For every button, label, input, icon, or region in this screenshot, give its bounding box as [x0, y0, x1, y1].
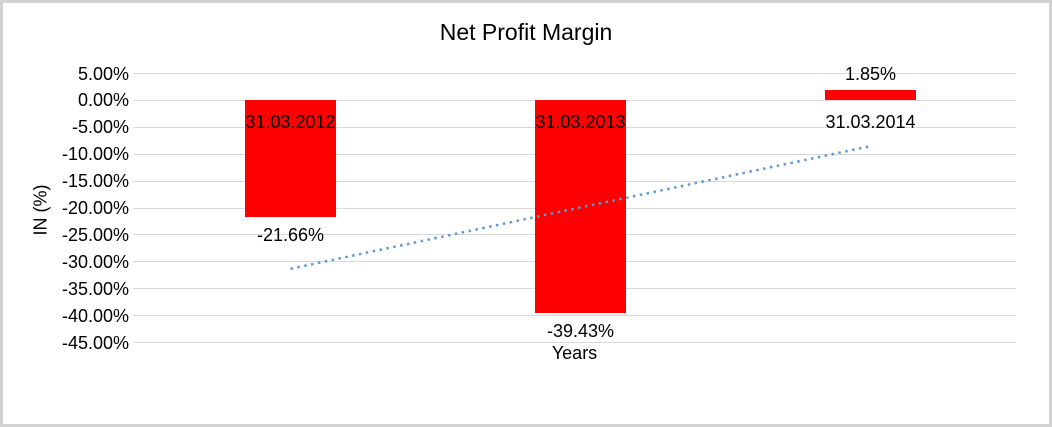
bar — [825, 90, 916, 101]
x-axis-title: Years — [551, 343, 598, 363]
category-label: 31.03.2013 — [535, 111, 626, 132]
y-axis-tick-label: -30.00% — [61, 251, 129, 272]
data-label: 1.85% — [844, 64, 897, 85]
y-axis-tick-label: -10.00% — [61, 144, 129, 165]
y-axis-tick-label: -25.00% — [61, 224, 129, 245]
bar — [535, 100, 626, 313]
gridline — [133, 315, 1016, 317]
gridline — [133, 342, 1016, 343]
category-label: 31.03.2012 — [245, 111, 336, 132]
y-axis-tick-label: -5.00% — [71, 117, 129, 138]
chart-title: Net Profit Margin — [439, 19, 613, 45]
y-axis-tick-label: -20.00% — [61, 198, 129, 218]
gridline — [133, 73, 1016, 74]
data-label: -21.66% — [256, 224, 325, 245]
data-label: -39.43% — [546, 320, 615, 341]
y-axis-tick-label: -40.00% — [61, 305, 129, 326]
category-label: 31.03.2014 — [825, 111, 916, 132]
y-axis-tick-label: -35.00% — [61, 278, 129, 299]
y-axis-tick-label: 0.00% — [77, 90, 129, 111]
y-axis-tick-label: -15.00% — [61, 171, 129, 192]
y-axis-tick-label: 5.00% — [77, 63, 129, 84]
y-axis-tick-label: -45.00% — [61, 332, 129, 353]
